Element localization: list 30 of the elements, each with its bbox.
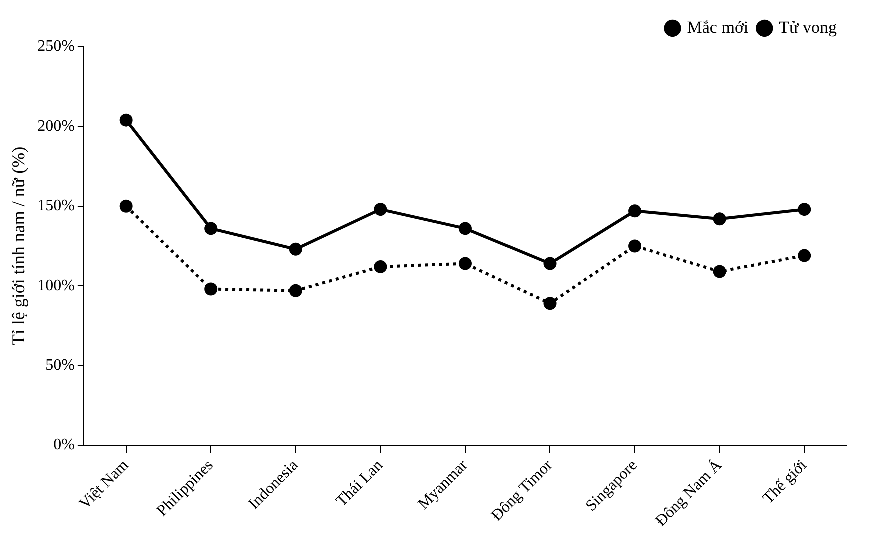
- point: [544, 297, 557, 310]
- y-axis-title: Tỉ lệ giới tính nam / nữ (%): [8, 146, 29, 346]
- legend-label: Tử vong: [779, 18, 838, 37]
- point: [798, 249, 812, 262]
- y-tick-label: 200%: [38, 118, 75, 135]
- point: [713, 212, 726, 226]
- point: [374, 260, 388, 274]
- point: [458, 222, 472, 236]
- point: [120, 200, 133, 213]
- point: [544, 257, 557, 270]
- point: [204, 222, 218, 236]
- y-tick-label: 0%: [54, 436, 75, 454]
- point: [289, 242, 302, 256]
- point: [374, 203, 388, 216]
- y-tick-label: 50%: [46, 356, 75, 374]
- point: [204, 282, 218, 296]
- x-tick-label: Thái Lan: [333, 457, 386, 510]
- point: [289, 284, 302, 298]
- x-tick-label: Việt Nam: [76, 456, 133, 513]
- point: [458, 257, 472, 270]
- point: [120, 114, 133, 127]
- point: [713, 265, 726, 278]
- point: [628, 240, 642, 253]
- x-tick-label: Thế giới: [760, 456, 811, 508]
- y-tick-label: 150%: [38, 198, 75, 215]
- legend-label: Mắc mới: [687, 18, 749, 37]
- point: [628, 204, 642, 218]
- y-tick-label: 250%: [38, 38, 75, 56]
- point: [798, 203, 812, 216]
- y-tick-label: 100%: [38, 277, 75, 294]
